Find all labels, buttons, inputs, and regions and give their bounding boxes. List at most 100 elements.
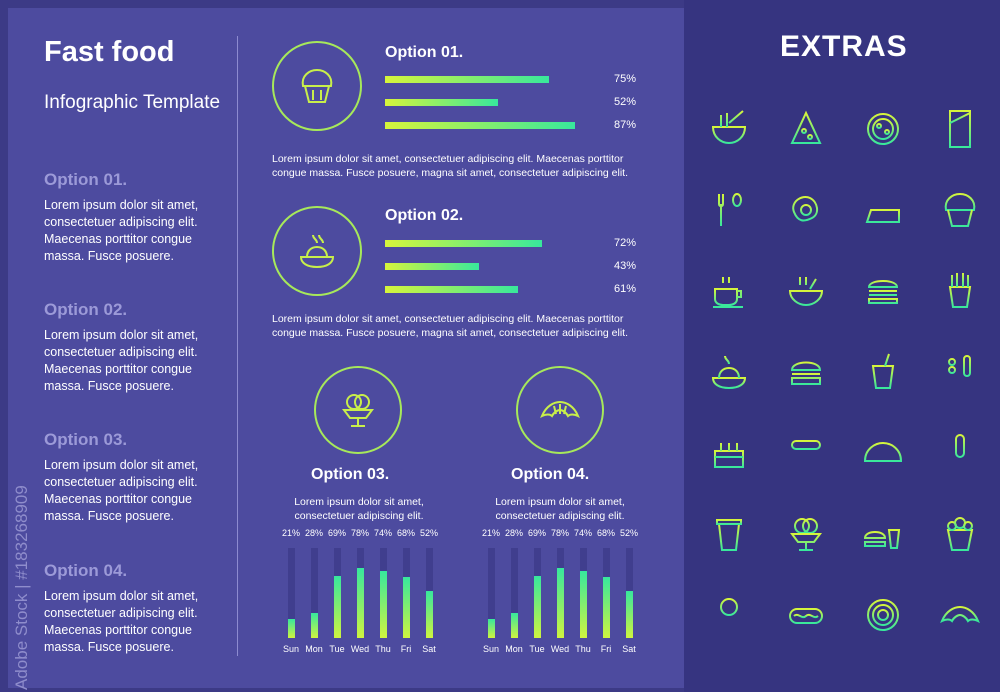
chart-value-label: 69% [527,528,546,538]
option-03-circle [314,366,402,454]
chart-value-label: 21% [481,528,500,538]
chart-bar-track [557,548,564,638]
chart-category-label: Tue [329,644,345,654]
chart-category-label: Wed [550,644,570,654]
chart-bar [380,571,387,638]
chart-category-label: Fri [400,644,412,654]
section-heading: Option 02. [44,300,128,319]
chart-bar-track [603,548,610,638]
chart-bar-track [580,548,587,638]
option-01-pct-2: 52% [614,96,637,108]
chart-bar-track [380,548,387,638]
option-02-bar-2-fill [385,263,479,270]
option-02-pct-3: 61% [614,283,637,295]
chart-bar [334,575,341,638]
chart-bar [288,619,295,638]
extras-panel [684,0,1000,692]
chart-bar-track [311,548,318,638]
chart-value-label: 68% [596,528,615,538]
pasta-icon [299,234,335,269]
burger-drink-icon [861,512,905,556]
option-04-circle [516,366,604,454]
chart-bar-track [488,548,495,638]
corn-dog-icon [938,431,982,475]
chart-category-label: Mon [505,644,523,654]
chart-value-label: 74% [373,528,392,538]
chart-category-label: Mon [305,644,323,654]
chart-value-label: 68% [396,528,415,538]
hot-dog-icon [784,593,828,637]
section-heading: Option 03. [44,430,128,449]
chart-bar-track [334,548,341,638]
pizza-icon [861,107,905,151]
ice-cream-cup-icon [342,394,374,427]
sausage-fork-icon [784,431,828,475]
option-02-bar-1-fill [385,240,542,247]
chart-bar [511,612,518,638]
chart-bar-track [626,548,633,638]
main-panel [8,8,684,688]
option-02-text: Lorem ipsum dolor sit amet, consectetuer… [272,313,629,339]
birthday-cake-icon [707,431,751,475]
option-02-circle [272,206,362,296]
muffin-icon [301,68,333,103]
chart-value-label: 78% [350,528,369,538]
soup-bowl-icon [784,269,828,313]
taco-icon [861,431,905,475]
chart-bar-track [288,548,295,638]
chart-bar [534,575,541,638]
chart-bar [603,576,610,638]
chart-bar [626,591,633,638]
option-02-bar-3-fill [385,286,518,293]
page-subtitle: Infographic Template [44,92,221,113]
option-03-heading: Option 03. [311,466,390,483]
option-02-bar-1 [385,240,603,247]
fork-spoon-icon [707,188,751,232]
chart-category-label: Thu [375,644,391,654]
french-fries-icon [938,269,982,313]
muffin-icon [938,188,982,232]
option-01-heading: Option 01. [385,44,464,61]
fried-egg-icon [784,188,828,232]
chart-value-label: 52% [419,528,438,538]
ice-cream-cup-icon [784,512,828,556]
chart-category-label: Sun [482,644,499,654]
chart-value-label: 69% [327,528,346,538]
section-text: Lorem ipsum dolor sit amet, consectetuer… [44,589,199,654]
option-01-bar-3 [385,122,603,129]
chart-bar [311,612,318,638]
coffee-cup-icon [707,269,751,313]
pizza-slice-icon [784,107,828,151]
option-04-heading: Option 04. [511,466,590,483]
cake-slice-icon [861,188,905,232]
chart-bar-track [403,548,410,638]
weekday-chart-1: 21% Sun 28% Mon 69% Tue 78% Wed 74% Thu 68% Fri 52% S… [279,528,443,658]
croissant-icon [540,400,580,419]
option-02-bar-3 [385,286,603,293]
soda-cup-icon [861,350,905,394]
option-01-bar-1-fill [385,76,549,83]
section-text: Lorem ipsum dolor sit amet, consectetuer… [44,328,199,393]
pasta-plate-icon [707,350,751,394]
option-01-bar-3-fill [385,122,575,129]
chart-category-label: Sun [282,644,299,654]
chocolate-bar-icon [938,107,982,151]
chart-bar-track [511,548,518,638]
watermark: Adobe Stock | #183268909 [12,485,31,690]
lollipop-icon [707,593,751,637]
hamburger-icon [784,350,828,394]
weekday-chart-2: 21% Sun 28% Mon 69% Tue 78% Wed 74% Thu 68% Fri 52% S… [479,528,643,658]
chart-bar-track [357,548,364,638]
noodle-bowl-icon [707,107,751,151]
option-02-bar-2 [385,263,603,270]
chart-category-label: Sat [622,644,636,654]
option-01-text: Lorem ipsum dolor sit amet, consectetuer… [272,153,629,179]
chart-category-label: Sat [422,644,436,654]
coffee-togo-icon [707,512,751,556]
option-01-pct-3: 87% [614,119,637,131]
chart-value-label: 28% [504,528,523,538]
option-01-pct-1: 75% [614,73,637,85]
chart-category-label: Wed [350,644,370,654]
chart-bar [403,576,410,638]
donut-icon [861,593,905,637]
